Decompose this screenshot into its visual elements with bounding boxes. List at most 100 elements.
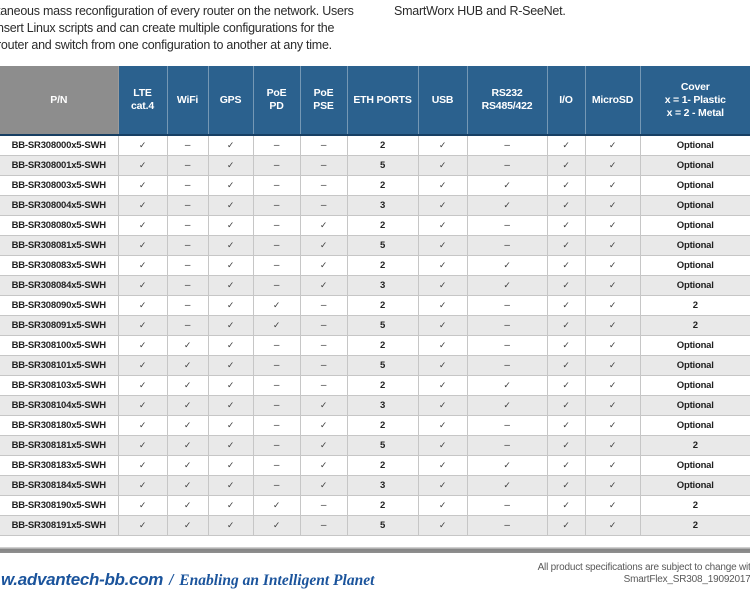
check-icon: ✓: [438, 180, 447, 190]
dash-mark: –: [273, 180, 280, 191]
intro-paragraph-right: SmartWorx HUB and R-SeeNet.: [394, 3, 566, 20]
feature-cell: ✓: [584, 435, 641, 456]
check-icon: ✓: [319, 240, 328, 250]
value-cell: 2: [346, 255, 419, 276]
value-cell: 2: [346, 335, 419, 356]
value-cell: 2: [346, 175, 419, 196]
value-cell: Optional: [639, 375, 750, 396]
check-icon: ✓: [438, 460, 447, 470]
value-cell: Optional: [639, 475, 750, 496]
dash-mark: –: [273, 480, 280, 491]
value-cell: 5: [346, 355, 419, 376]
website-link[interactable]: w.advantech-bb.com: [1, 570, 164, 589]
column-header-gps: GPS: [208, 66, 254, 136]
feature-cell: ✓: [466, 255, 548, 276]
check-icon: ✓: [183, 500, 192, 510]
feature-cell: ✓: [417, 315, 468, 336]
check-icon: ✓: [138, 520, 147, 530]
check-icon: ✓: [562, 300, 570, 310]
feature-cell: ✓: [166, 475, 209, 496]
check-icon: ✓: [138, 240, 147, 250]
check-icon: ✓: [562, 140, 570, 150]
check-icon: ✓: [226, 440, 235, 450]
intro-line: taneous mass reconfiguration of every ro…: [0, 4, 354, 18]
feature-cell: ✓: [417, 395, 468, 416]
check-icon: ✓: [138, 340, 147, 350]
feature-cell: ✓: [207, 134, 254, 156]
feature-cell: ✓: [546, 335, 586, 356]
feature-cell: ✓: [207, 355, 254, 376]
feature-cell: ✓: [299, 455, 348, 476]
feature-cell: –: [166, 275, 209, 296]
feature-cell: –: [252, 235, 301, 256]
feature-cell: ✓: [117, 175, 168, 196]
feature-cell: ✓: [166, 395, 209, 416]
check-icon: ✓: [438, 520, 447, 530]
check-icon: ✓: [562, 380, 570, 390]
feature-cell: ✓: [117, 515, 168, 536]
feature-cell: ✓: [584, 215, 641, 236]
feature-cell: ✓: [584, 255, 641, 276]
feature-cell: ✓: [584, 275, 641, 296]
feature-cell: ✓: [417, 475, 468, 496]
feature-cell: ✓: [584, 235, 641, 256]
feature-cell: ✓: [207, 155, 254, 176]
feature-cell: –: [252, 415, 301, 436]
feature-cell: ✓: [546, 515, 586, 536]
feature-cell: –: [166, 134, 209, 156]
check-icon: ✓: [226, 380, 235, 390]
dash-mark: –: [273, 140, 280, 151]
feature-cell: ✓: [166, 495, 209, 516]
check-icon: ✓: [608, 520, 617, 530]
feature-cell: –: [166, 315, 209, 336]
feature-cell: ✓: [546, 495, 586, 516]
feature-cell: ✓: [417, 235, 468, 256]
check-icon: ✓: [438, 420, 447, 430]
dash-mark: –: [320, 500, 327, 511]
part-number-cell: BB-SR308090x5-SWH: [0, 295, 119, 316]
part-number-cell: BB-SR308083x5-SWH: [0, 255, 119, 276]
feature-cell: ✓: [166, 415, 209, 436]
check-icon: ✓: [226, 220, 235, 230]
value-cell: 5: [346, 435, 419, 456]
feature-cell: ✓: [466, 375, 548, 396]
table-row: BB-SR308103x5-SWH ✓ ✓ ✓ – – 2 ✓ ✓ ✓ ✓ Optional: [0, 375, 750, 396]
table-header: P/N LTE cat.4 WiFi GPS PoE PD PoE PSE ETH PORTS US…: [0, 66, 750, 136]
dash-mark: –: [273, 380, 280, 391]
check-icon: ✓: [183, 400, 192, 410]
check-icon: ✓: [562, 500, 570, 510]
feature-cell: ✓: [546, 415, 586, 436]
feature-cell: ✓: [252, 515, 301, 536]
check-icon: ✓: [138, 420, 147, 430]
feature-cell: ✓: [207, 215, 254, 236]
feature-cell: ✓: [584, 155, 641, 176]
feature-cell: ✓: [584, 455, 641, 476]
footer-slogan: Enabling an Intelligent Planet: [179, 572, 375, 589]
check-icon: ✓: [608, 400, 617, 410]
feature-cell: –: [299, 375, 348, 396]
feature-cell: ✓: [466, 395, 548, 416]
feature-cell: –: [252, 155, 301, 176]
feature-cell: ✓: [207, 415, 254, 436]
check-icon: ✓: [226, 280, 235, 290]
dash-mark: –: [320, 320, 327, 331]
feature-cell: ✓: [584, 134, 641, 156]
feature-cell: ✓: [417, 515, 468, 536]
feature-cell: ✓: [299, 235, 348, 256]
value-cell: 2: [639, 435, 750, 456]
check-icon: ✓: [226, 160, 235, 170]
check-icon: ✓: [138, 480, 147, 490]
check-icon: ✓: [183, 480, 192, 490]
product-table: P/N LTE cat.4 WiFi GPS PoE PD PoE PSE ETH PORTS US…: [0, 66, 750, 536]
check-icon: ✓: [438, 480, 447, 490]
dash-mark: –: [273, 360, 280, 371]
feature-cell: ✓: [117, 295, 168, 316]
feature-cell: ✓: [466, 195, 548, 216]
check-icon: ✓: [503, 180, 511, 190]
part-number-cell: BB-SR308184x5-SWH: [0, 475, 119, 496]
check-icon: ✓: [562, 360, 570, 370]
part-number-cell: BB-SR308091x5-SWH: [0, 315, 119, 336]
check-icon: ✓: [183, 360, 192, 370]
dash-mark: –: [504, 300, 510, 311]
